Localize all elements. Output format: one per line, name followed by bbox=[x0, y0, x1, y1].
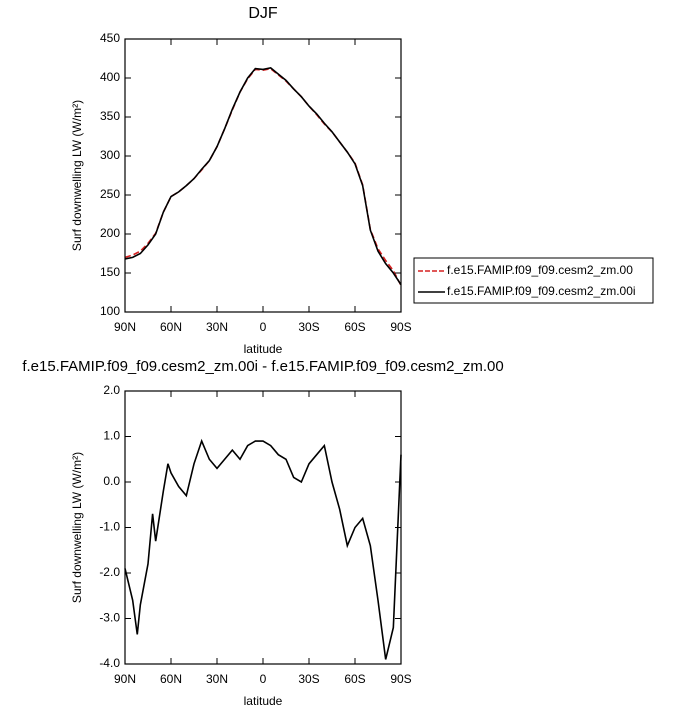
x-tick-label: 0 bbox=[260, 672, 267, 686]
legend-box bbox=[413, 257, 654, 304]
x-axis-label: latitude bbox=[244, 342, 283, 356]
x-axis-label: latitude bbox=[244, 694, 283, 708]
y-tick-label: 400 bbox=[100, 70, 120, 84]
x-tick-label: 60S bbox=[344, 320, 365, 334]
y-tick-label: 0.0 bbox=[103, 474, 120, 488]
y-tick-label: 450 bbox=[100, 31, 120, 45]
y-tick-label: 200 bbox=[100, 226, 120, 240]
y-tick-label: -1.0 bbox=[99, 520, 120, 534]
y-axis-label: Surf downwelling LW (W/m²) bbox=[70, 100, 84, 251]
plot-frame bbox=[124, 390, 402, 665]
y-tick-label: 100 bbox=[100, 304, 120, 318]
y-tick-label: 2.0 bbox=[103, 383, 120, 397]
chart-title: DJF bbox=[248, 5, 278, 22]
x-tick-label: 60N bbox=[160, 672, 182, 686]
x-tick-label: 60S bbox=[344, 672, 365, 686]
x-tick-label: 0 bbox=[260, 320, 267, 334]
y-tick-label: -3.0 bbox=[99, 611, 120, 625]
x-tick-label: 90S bbox=[390, 672, 411, 686]
chart-title: f.e15.FAMIP.f09_f09.cesm2_zm.00i - f.e15… bbox=[22, 358, 503, 375]
plot-frame bbox=[124, 38, 402, 313]
legend-label: f.e15.FAMIP.f09_f09.cesm2_zm.00i bbox=[447, 284, 636, 298]
data-line bbox=[124, 67, 402, 286]
y-tick-label: 300 bbox=[100, 148, 120, 162]
x-tick-label: 30S bbox=[298, 320, 319, 334]
x-tick-label: 30N bbox=[206, 320, 228, 334]
y-tick-label: -4.0 bbox=[99, 656, 120, 670]
x-tick-label: 90N bbox=[114, 320, 136, 334]
x-tick-label: 30N bbox=[206, 672, 228, 686]
x-tick-label: 60N bbox=[160, 320, 182, 334]
y-tick-label: -2.0 bbox=[99, 565, 120, 579]
data-line bbox=[124, 438, 402, 660]
y-tick-label: 1.0 bbox=[103, 429, 120, 443]
x-tick-label: 30S bbox=[298, 672, 319, 686]
x-tick-label: 90S bbox=[390, 320, 411, 334]
y-tick-label: 250 bbox=[100, 187, 120, 201]
y-tick-label: 150 bbox=[100, 265, 120, 279]
y-axis-label: Surf downwelling LW (W/m²) bbox=[70, 452, 84, 603]
y-tick-label: 350 bbox=[100, 109, 120, 123]
legend-label: f.e15.FAMIP.f09_f09.cesm2_zm.00 bbox=[447, 263, 633, 277]
x-tick-label: 90N bbox=[114, 672, 136, 686]
